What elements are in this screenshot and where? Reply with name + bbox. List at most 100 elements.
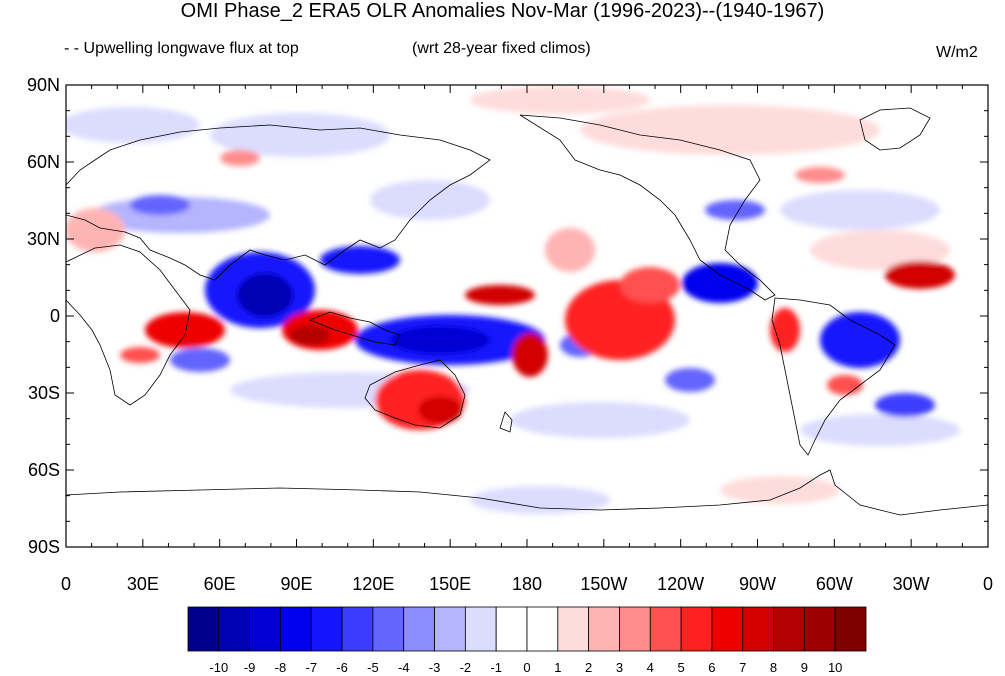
coast-north-america [519, 114, 776, 301]
coast-antarctica [66, 469, 988, 516]
coast-eurasia [66, 124, 491, 281]
colorbar-label: -6 [336, 660, 348, 675]
lon-label: 120W [657, 574, 704, 594]
colorbar-swatch [464, 606, 497, 652]
colorbar-swatch [526, 606, 559, 652]
blob-light-blue [800, 414, 960, 446]
lon-label: 120E [352, 574, 394, 594]
blob-deep-blue [820, 312, 900, 368]
map-title: OMI Phase_2 ERA5 OLR Anomalies Nov-Mar (… [180, 0, 825, 22]
colorbar-swatch [249, 606, 281, 652]
blob-mid-red [220, 150, 260, 166]
colorbar-label: -2 [460, 660, 472, 675]
lat-label: 0 [50, 306, 60, 326]
blob-deep-blue [320, 246, 400, 274]
blob-mid-blue [130, 195, 190, 215]
blob-deep-red [145, 312, 225, 348]
colorbar-label: 7 [739, 660, 746, 675]
colorbar-label: -10 [209, 660, 228, 675]
colorbar-swatch [280, 606, 312, 652]
blob-light-blue [470, 486, 610, 514]
lon-label: 60W [816, 574, 853, 594]
lon-label: 150E [429, 574, 471, 594]
lat-label: 30S [28, 383, 60, 403]
blob-deep-red [770, 308, 800, 352]
longitude-labels: 0 30E 60E 90E 120E 150E 180 150W 120W 90W 60W 30W 0 [61, 574, 993, 594]
blob-light-red [720, 476, 840, 504]
colorbar-swatch [834, 606, 867, 652]
blob-deep-red [418, 396, 462, 424]
blob-deep-red [512, 333, 548, 377]
colorbar-label: 2 [585, 660, 592, 675]
colorbar-label: 8 [770, 660, 777, 675]
lon-label: 180 [512, 574, 542, 594]
colorbar [187, 606, 867, 652]
lon-label: 150W [580, 574, 627, 594]
colorbar-swatch [711, 606, 744, 652]
lat-label: 30N [27, 229, 60, 249]
lon-label: 90W [739, 574, 776, 594]
colorbar-label: -5 [367, 660, 379, 675]
lon-label: 0 [983, 574, 993, 594]
blob-light-blue [66, 107, 200, 143]
lon-label: 60E [204, 574, 236, 594]
colorbar-label: -1 [490, 660, 502, 675]
colorbar-label: 10 [828, 660, 842, 675]
coast-greenland [859, 107, 931, 151]
blob-deep-red [885, 261, 955, 289]
colorbar-swatch [341, 606, 374, 652]
blob-light-blue [510, 402, 690, 438]
blob-light-red [580, 105, 880, 155]
lon-label: 90E [280, 574, 312, 594]
blob-deep-red [465, 285, 535, 305]
colorbar-swatch [218, 606, 251, 652]
colorbar-label: -4 [398, 660, 410, 675]
latitude-labels: 90N 60N 30N 0 30S 60S 90S [27, 75, 60, 557]
map-background [66, 85, 988, 547]
anomaly-field [66, 85, 988, 547]
colorbar-swatch [310, 606, 343, 652]
blob-light-red [810, 230, 950, 270]
blob-mid-red [120, 347, 160, 363]
colorbar-label: 5 [677, 660, 684, 675]
colorbar-swatch [649, 606, 682, 652]
colorbar-label: 6 [708, 660, 715, 675]
blob-mid-blue [705, 200, 765, 220]
coast-australia [364, 359, 466, 429]
colorbar-swatch [773, 606, 805, 652]
variable-subtitle: - - Upwelling longwave flux at top [64, 40, 299, 57]
colorbar-label: -7 [305, 660, 317, 675]
blob-deep-red [620, 267, 680, 303]
colorbar-label: -8 [275, 660, 287, 675]
colorbar-swatch [187, 606, 220, 652]
blob-mid-blue [170, 348, 230, 372]
colorbar-label: -3 [429, 660, 441, 675]
colorbar-swatch [403, 606, 435, 652]
units-label: W/m2 [936, 44, 978, 61]
blob-deep-red [290, 325, 330, 345]
colorbar-label: 3 [616, 660, 623, 675]
coast-indonesia [308, 311, 401, 346]
lon-label: 30E [127, 574, 159, 594]
blob-deep-blue [237, 273, 293, 317]
blob-light-red [470, 86, 650, 114]
blob-deep-blue [875, 393, 935, 417]
colorbar-swatch [372, 606, 405, 652]
colorbar-swatch [588, 606, 620, 652]
blob-deep-blue [682, 263, 758, 303]
lat-label: 60S [28, 460, 60, 480]
colorbar-label: 4 [647, 660, 654, 675]
colorbar-label: 1 [554, 660, 561, 675]
blob-deep-blue [390, 326, 490, 354]
coast-new-zealand [499, 411, 513, 433]
lat-label: 90S [28, 537, 60, 557]
colorbar-labels: -10 -9 -8 -7 -6 -5 -4 -3 -2 -1 0 1 2 3 4 5 6 7 8 9 10 [209, 660, 842, 675]
blob-light-blue [210, 113, 390, 157]
lat-label: 60N [27, 152, 60, 172]
colorbar-swatch [803, 606, 836, 652]
climatology-subtitle: (wrt 28-year fixed climos) [412, 40, 591, 57]
colorbar-swatch [557, 606, 590, 652]
blob-mid-red [827, 375, 863, 395]
coast-africa [66, 244, 191, 406]
